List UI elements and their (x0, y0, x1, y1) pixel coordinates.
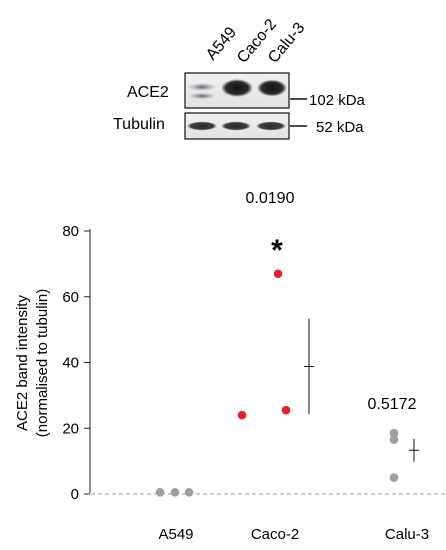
scatter-chart: 0 20 40 60 80 ACE2 band intensity (normalise… (14, 190, 446, 543)
x-axis-labels: A549 Caco-2 Calu-3 (158, 526, 429, 543)
tubulin-band-a549 (187, 121, 217, 131)
tubulin-band-caco2 (221, 121, 251, 131)
ace2-band-caco2 (221, 79, 253, 97)
lane-label-a549: A549 (203, 24, 240, 64)
blot-row-label-ace2: ACE2 (127, 84, 169, 101)
data-point (389, 473, 399, 482)
data-point (273, 269, 283, 279)
annotations: 0.0190 * 0.5172 (246, 190, 417, 413)
ace2-band-calu3 (257, 79, 287, 97)
ace2-band-a549-upper (187, 83, 217, 91)
ace2-band-a549-lower (188, 92, 216, 100)
data-point (281, 405, 291, 415)
x-category-label: Calu-3 (385, 526, 429, 543)
data-point (389, 428, 399, 438)
western-blot: A549 Caco-2 Calu-3 ACE2 Tubulin 102 kDa … (113, 16, 366, 140)
data-point (155, 488, 165, 497)
y-tick-label: 20 (62, 420, 79, 437)
y-tick-label: 60 (62, 289, 79, 306)
y-axis-label-line2: (normalised to tubulin) (34, 289, 51, 437)
data-point (184, 488, 194, 497)
x-category-label: Caco-2 (251, 526, 299, 543)
data-point (389, 435, 399, 445)
y-tick-label: 0 (71, 486, 79, 503)
y-axis-label-line1: ACE2 band intensity (14, 295, 31, 431)
y-tick-label: 40 (62, 355, 79, 372)
y-tick-label: 80 (62, 223, 79, 240)
error-bars (304, 318, 419, 462)
marker-label-52: 52 kDa (316, 119, 364, 136)
p-value-label: 0.5172 (368, 396, 417, 413)
p-value-label: 0.0190 (246, 190, 295, 207)
significance-star: * (271, 234, 283, 267)
x-category-label: A549 (158, 526, 193, 543)
y-axis-label: ACE2 band intensity (normalised to tubul… (14, 289, 51, 437)
y-axis: 0 20 40 60 80 (62, 223, 91, 503)
data-points (155, 269, 399, 497)
marker-label-102: 102 kDa (309, 92, 366, 109)
blot-row-label-tubulin: Tubulin (113, 116, 165, 133)
data-point (170, 488, 180, 497)
data-point (237, 410, 247, 420)
tubulin-band-calu3 (256, 121, 286, 131)
